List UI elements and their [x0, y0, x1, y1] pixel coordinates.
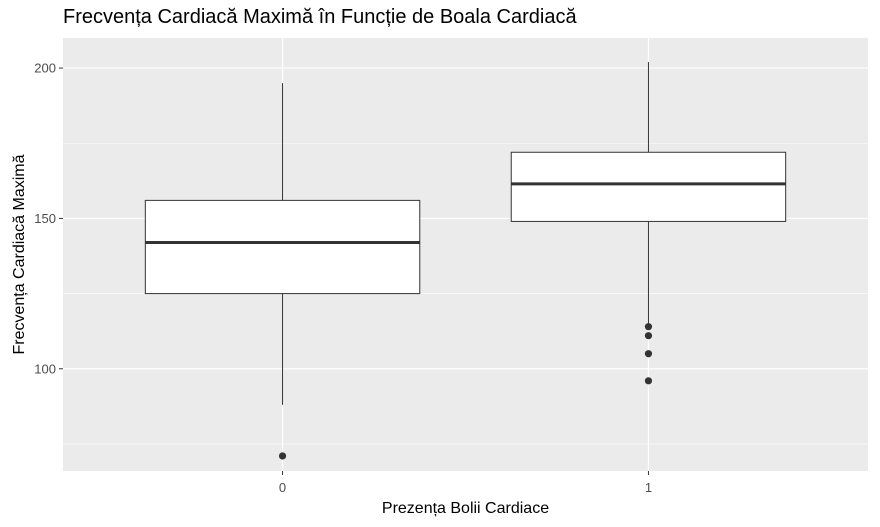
box-1 [510, 62, 787, 385]
outlier-point [644, 377, 653, 385]
outlier-point [278, 452, 287, 460]
y-tick-label: 150 [34, 211, 56, 226]
y-axis-title: Frecvența Cardiacă Maximă [11, 154, 28, 354]
x-axis-title: Prezența Bolii Cardiace [382, 500, 549, 517]
outlier-point [644, 323, 653, 331]
box-iqr [510, 151, 787, 222]
y-axis: 100 150 200 [34, 61, 63, 376]
chart-title: Frecvența Cardiacă Maximă în Funcție de … [63, 6, 577, 28]
y-tick-label: 100 [34, 361, 56, 376]
x-tick-label: 0 [279, 480, 286, 495]
boxes [144, 62, 787, 460]
box-0 [144, 83, 421, 460]
y-tick-label: 200 [34, 61, 56, 76]
outlier-point [644, 350, 653, 358]
box-iqr [144, 199, 421, 295]
outlier-point [644, 332, 653, 340]
x-tick-label: 1 [645, 480, 652, 495]
